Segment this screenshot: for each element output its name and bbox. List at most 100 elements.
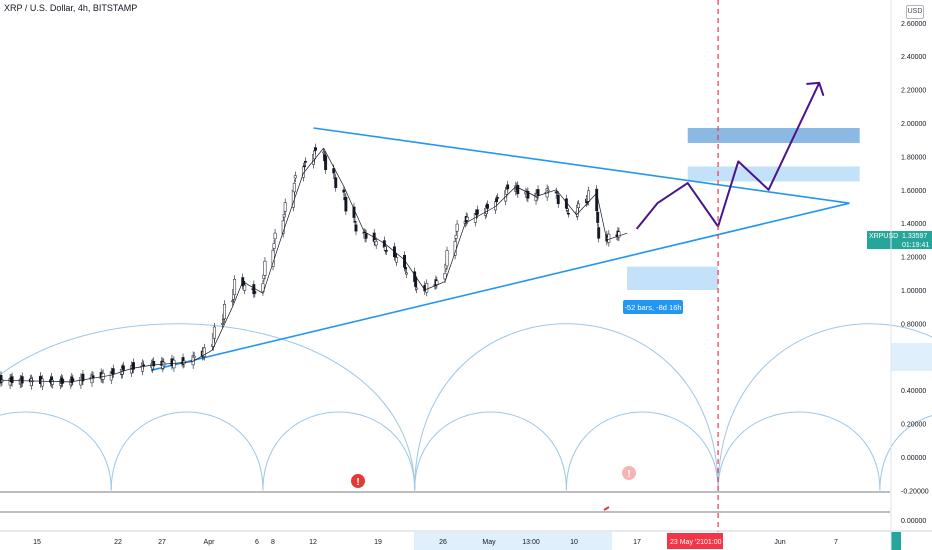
time-axis: 15 22 27 Apr 6 8 12 19 26 May 13:00 10 17 Jun 7: [33, 539, 838, 546]
candle: [425, 283, 429, 293]
price-tick: 0.00000: [901, 455, 926, 462]
current-price-tag: [867, 231, 932, 249]
candle: [465, 216, 469, 221]
candle: [364, 233, 368, 239]
candle: [506, 184, 510, 190]
candle: [223, 304, 226, 320]
price-tick: 0.40000: [901, 388, 926, 395]
price-tick: 2.40000: [901, 54, 926, 61]
candle: [121, 365, 125, 371]
cycle-arc-small: [110, 411, 264, 491]
candle: [192, 355, 196, 358]
price-tick: 0.20000: [901, 422, 926, 429]
price-tick: 0.80000: [901, 321, 926, 328]
candle: [595, 188, 599, 212]
currency-badge[interactable]: USD: [906, 5, 924, 19]
cycle-arc-small: [565, 411, 719, 491]
time-tick: Apr: [204, 539, 216, 546]
candles: [0, 143, 621, 391]
candle: [454, 234, 458, 239]
current-symbol: XRPUSD: [869, 233, 898, 240]
axis-corner-mark: [891, 532, 901, 550]
time-tick: 10: [570, 539, 578, 546]
candle: [0, 379, 4, 382]
cycle-arc-small: [414, 411, 567, 491]
time-tick: 6: [255, 539, 259, 546]
candle: [271, 249, 275, 267]
candle: [324, 155, 328, 170]
price-tick: 2.00000: [901, 121, 926, 128]
projection-arrowhead: [806, 81, 825, 96]
cycle-arc-small: [262, 411, 416, 491]
candle: [253, 291, 257, 294]
candle: [607, 233, 611, 243]
candle: [263, 260, 267, 276]
candle: [273, 232, 277, 240]
target-zone: [687, 128, 860, 144]
candle: [516, 184, 520, 195]
time-tick: 13:00: [522, 539, 540, 546]
candle: [596, 211, 600, 223]
projection-path: [636, 81, 821, 230]
cycle-arc-large: [717, 323, 932, 491]
trendline: [313, 127, 850, 204]
time-highlight-time: 01:00: [704, 539, 722, 546]
alert-faded-icon-glyph: !: [627, 469, 630, 480]
candle: [577, 203, 580, 208]
candle: [597, 227, 601, 239]
cycle-arc-small: [717, 411, 881, 491]
candle: [302, 165, 306, 168]
candle: [344, 196, 348, 212]
time-tick: 22: [114, 539, 122, 546]
time-tick: 19: [374, 539, 382, 546]
time-tick: 7: [834, 539, 838, 546]
candle: [212, 326, 216, 339]
candle: [486, 204, 489, 209]
alert-icon: [351, 474, 365, 488]
candle: [132, 362, 135, 370]
candle: [566, 213, 570, 215]
price-tick: 1.20000: [901, 255, 926, 262]
candle: [455, 223, 459, 232]
time-tick: Jun: [774, 539, 785, 546]
candle: [233, 279, 237, 296]
candle: [536, 189, 540, 196]
candle: [282, 214, 286, 218]
candle: [172, 359, 176, 369]
price-tick: 1.00000: [901, 288, 926, 295]
candle: [354, 224, 358, 232]
candle: [10, 376, 14, 383]
candle: [202, 347, 206, 357]
current-price: 1.33597: [902, 233, 927, 240]
candle: [142, 364, 146, 366]
cycle-arc-small: [0, 411, 112, 491]
candle: [384, 250, 388, 252]
alert-icon-glyph: !: [356, 477, 359, 488]
price-tick: 2.60000: [901, 21, 926, 28]
price-axis: 2.60000 2.40000 2.20000 2.00000 1.80000 1.600…: [901, 21, 929, 496]
price-tick: 1.40000: [901, 221, 926, 228]
time-tick: 26: [439, 539, 447, 546]
candle: [435, 280, 439, 285]
cycle-arc-large: [414, 323, 719, 491]
candle: [111, 368, 115, 375]
target-zones: [627, 128, 860, 290]
cycle-arc-large: [0, 323, 416, 491]
cycle-arcs: [0, 323, 932, 491]
candle: [475, 209, 479, 215]
candle: [587, 190, 591, 202]
candle: [303, 160, 307, 163]
trendline: [151, 202, 850, 371]
target-zone: [687, 166, 860, 182]
time-highlight-tag: [667, 533, 723, 549]
candle: [526, 191, 530, 199]
candle: [243, 284, 247, 291]
candle: [261, 283, 265, 293]
candle: [496, 197, 500, 199]
time-tick: 15: [33, 539, 41, 546]
candle: [81, 373, 85, 382]
candle: [546, 189, 550, 192]
candle: [91, 375, 95, 378]
candle: [445, 250, 449, 267]
